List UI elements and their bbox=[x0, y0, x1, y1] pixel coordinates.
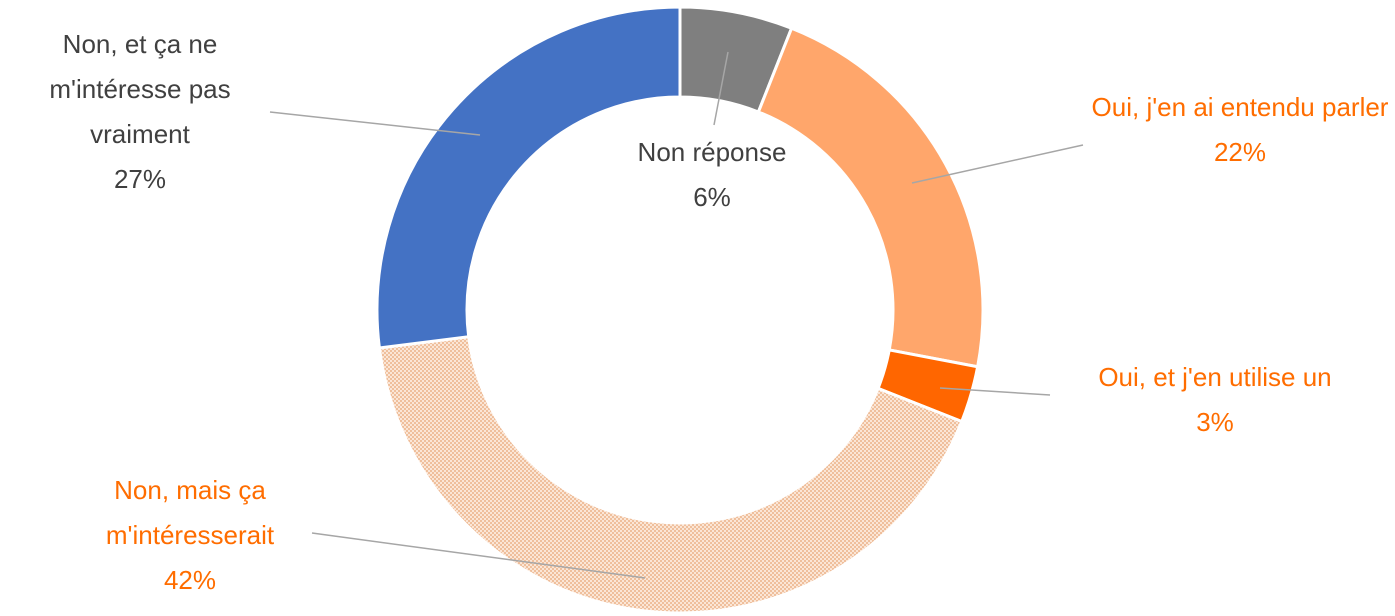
label-name: Non, mais ça m'intéresserait bbox=[105, 475, 275, 550]
label-value: 22% bbox=[1213, 137, 1267, 167]
label-name: Oui, j'en ai entendu parler bbox=[1091, 92, 1389, 122]
label-value: 27% bbox=[113, 164, 167, 194]
leader-line bbox=[311, 532, 646, 579]
leader-line bbox=[939, 387, 1051, 396]
donut-slice bbox=[375, 5, 682, 350]
label-name: Non, et ça ne m'intéresse pas vraiment bbox=[49, 29, 231, 149]
leader-line bbox=[713, 51, 729, 126]
label-name: Oui, et j'en utilise un bbox=[1098, 362, 1332, 392]
donut-slice bbox=[377, 335, 964, 615]
leader-line bbox=[911, 144, 1084, 184]
label-name: Non réponse bbox=[637, 137, 787, 167]
label-value: 6% bbox=[693, 182, 731, 212]
data-label: Non, mais ça m'intéresserait 42% bbox=[80, 468, 300, 603]
data-label: Non, et ça ne m'intéresse pas vraiment 27… bbox=[30, 22, 250, 202]
label-value: 3% bbox=[1196, 407, 1234, 437]
label-value: 42% bbox=[163, 565, 217, 595]
data-label: Non réponse 6% bbox=[612, 130, 812, 220]
data-label: Oui, et j'en utilise un 3% bbox=[1055, 355, 1375, 445]
leader-line bbox=[269, 111, 481, 136]
data-label: Oui, j'en ai entendu parler 22% bbox=[1090, 85, 1390, 175]
